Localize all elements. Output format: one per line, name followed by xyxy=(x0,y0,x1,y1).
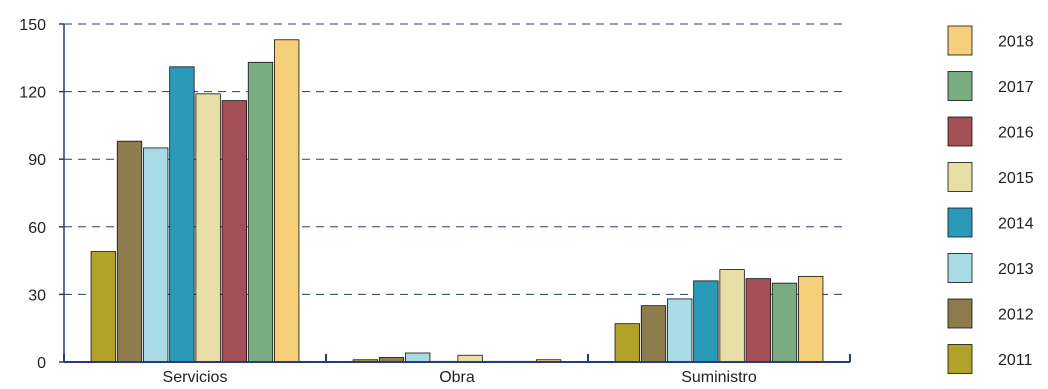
legend-swatch-2015 xyxy=(947,162,973,192)
legend: 2018 2017 2016 2015 2014 2013 2012 2011 xyxy=(947,25,1034,374)
bar-suministro-2016 xyxy=(745,278,771,363)
bar-servicios-2015 xyxy=(195,93,221,363)
x-category-label: Servicios xyxy=(163,369,228,386)
bar-servicios-2014 xyxy=(169,66,195,363)
legend-label-2014: 2014 xyxy=(998,216,1034,233)
bar-suministro-2013 xyxy=(667,298,693,363)
bar-suministro-2011 xyxy=(614,323,640,363)
y-tick-label: 60 xyxy=(28,220,46,237)
legend-label-2018: 2018 xyxy=(998,34,1034,51)
legend-label-2016: 2016 xyxy=(998,125,1034,142)
bar-suministro-2014 xyxy=(693,280,719,363)
bar-servicios-2017 xyxy=(247,61,274,363)
legend-swatch-2013 xyxy=(947,253,973,283)
y-tick-label: 0 xyxy=(37,355,46,372)
bar-suministro-2017 xyxy=(771,282,798,363)
y-tick-label: 150 xyxy=(19,17,46,34)
x-category-label: Suministro xyxy=(681,369,757,386)
legend-label-2015: 2015 xyxy=(998,170,1034,187)
legend-swatch-2018 xyxy=(947,25,973,56)
y-tick-label: 30 xyxy=(28,287,46,304)
bar-servicios-2016 xyxy=(221,100,247,363)
bar-servicios-2012 xyxy=(116,140,143,363)
legend-label-2017: 2017 xyxy=(998,79,1034,96)
legend-swatch-2017 xyxy=(947,71,973,101)
bar-servicios-2011 xyxy=(90,251,116,363)
y-axis-ticks: 0 30 60 90 120 150 xyxy=(19,17,64,372)
x-axis xyxy=(63,24,851,363)
bars xyxy=(90,39,824,363)
bar-suministro-2018 xyxy=(798,275,824,363)
y-tick-label: 120 xyxy=(19,85,46,102)
bar-servicios-2018 xyxy=(274,39,300,363)
legend-label-2013: 2013 xyxy=(998,261,1034,278)
x-category-label: Obra xyxy=(439,369,475,386)
legend-swatch-2011 xyxy=(947,344,973,374)
legend-swatch-2014 xyxy=(947,207,973,238)
bar-suministro-2012 xyxy=(640,305,667,363)
legend-label-2012: 2012 xyxy=(998,307,1034,324)
category-labels: Servicios Obra Suministro xyxy=(163,369,757,386)
legend-label-2011: 2011 xyxy=(998,352,1033,369)
bar-servicios-2013 xyxy=(143,147,169,363)
bar-obra-2015 xyxy=(457,354,483,363)
legend-swatch-2016 xyxy=(947,116,973,147)
bar-suministro-2015 xyxy=(719,269,745,363)
y-tick-label: 90 xyxy=(28,152,46,169)
legend-swatch-2012 xyxy=(947,298,973,329)
bar-obra-2013 xyxy=(405,352,431,363)
